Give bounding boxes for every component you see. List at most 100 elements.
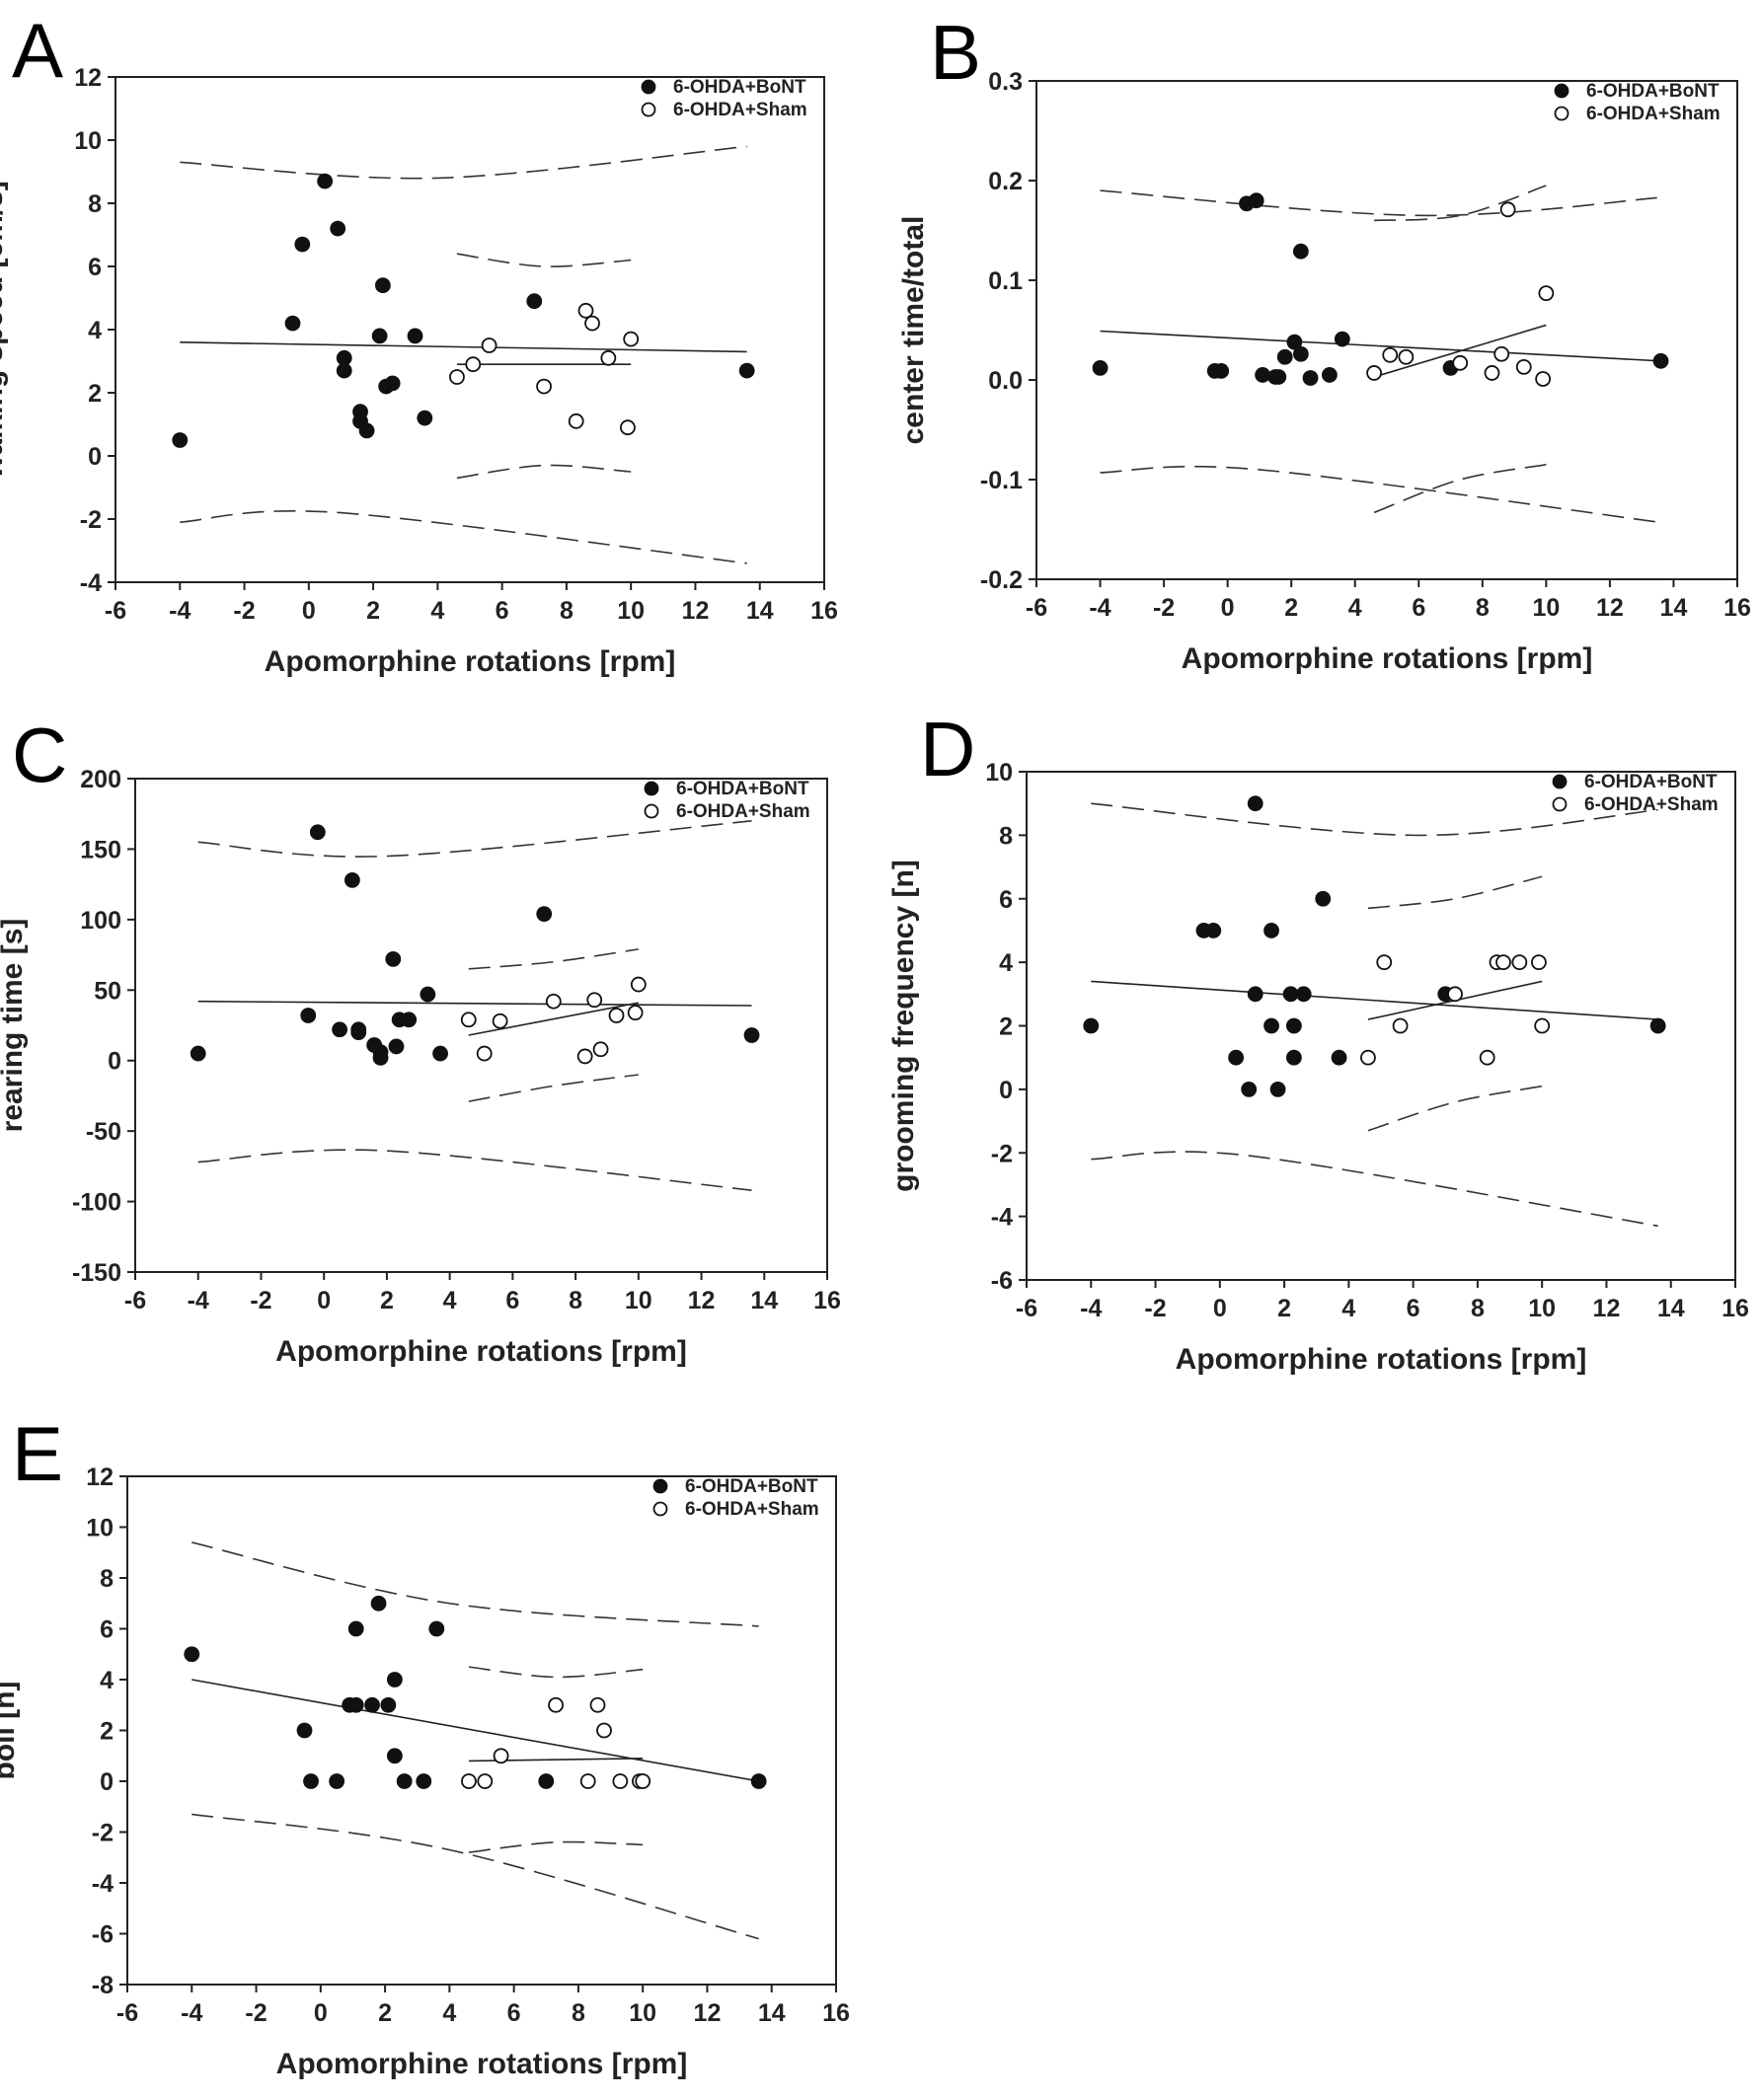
legend-marker-bont — [641, 79, 656, 95]
data-point-bont — [374, 277, 391, 294]
x-tick-label: -2 — [233, 597, 255, 625]
data-point-bont — [1285, 1017, 1302, 1034]
data-point-sham — [492, 1012, 508, 1029]
x-tick-label: 12 — [1596, 594, 1624, 622]
confidence-band-upper — [468, 1666, 644, 1679]
data-point-sham — [579, 1773, 596, 1789]
data-point-sham — [1392, 1017, 1409, 1034]
data-point-bont — [384, 375, 401, 392]
data-point-bont — [386, 1672, 403, 1688]
series-bont — [184, 1541, 767, 1940]
confidence-band-upper — [1091, 802, 1658, 837]
x-tick-label: 14 — [758, 1999, 786, 2027]
confidence-band-lower — [1367, 1085, 1543, 1132]
y-tick-label: 12 — [74, 64, 102, 92]
y-axis-label: grooming frequency [n] — [887, 860, 920, 1192]
x-tick-label: -6 — [105, 597, 126, 625]
legend-marker-sham — [641, 102, 656, 117]
confidence-band-lower — [468, 1074, 639, 1102]
x-tick-label: 12 — [688, 1287, 716, 1314]
series-bont — [190, 820, 760, 1191]
panel-letter: C — [12, 712, 67, 798]
legend-label-sham: 6-OHDA+Sham — [676, 801, 810, 822]
data-point-bont — [370, 1595, 387, 1612]
data-point-bont — [1285, 1049, 1302, 1066]
y-tick-label: 6 — [88, 254, 102, 281]
x-tick-label: 12 — [1593, 1295, 1621, 1322]
data-point-bont — [317, 173, 334, 189]
y-tick-label: 200 — [80, 766, 121, 793]
x-tick-label: 4 — [442, 1999, 456, 2027]
legend-label-bont: 6-OHDA+BoNT — [673, 77, 806, 98]
confidence-band-upper — [456, 253, 632, 267]
confidence-band-lower — [1373, 464, 1547, 514]
y-tick-label: 0.1 — [988, 267, 1023, 295]
data-point-bont — [538, 1773, 555, 1789]
data-point-bont — [329, 1773, 345, 1789]
y-tick-label: 0.0 — [988, 367, 1023, 395]
y-axis-label: boli [n] — [0, 1682, 21, 1780]
data-point-sham — [592, 1041, 609, 1058]
legend-label-sham: 6-OHDA+Sham — [685, 1499, 819, 1520]
data-point-bont — [420, 986, 436, 1003]
x-tick-label: -6 — [1016, 1295, 1037, 1322]
y-tick-label: 2 — [999, 1013, 1013, 1041]
legend-marker-bont — [1554, 83, 1569, 99]
data-point-bont — [336, 349, 352, 366]
x-tick-label: -6 — [1026, 594, 1047, 622]
data-point-sham — [1360, 1049, 1376, 1066]
data-point-bont — [1292, 345, 1309, 362]
data-point-sham — [1515, 358, 1532, 375]
data-point-bont — [1247, 795, 1263, 812]
panel-b: B -6 -4 -2 0 2 4 6 8 10 12 14 16 -0.2 -0.1 0.0 0.1 0.2 0.3… — [897, 9, 1751, 675]
data-point-bont — [1649, 1017, 1666, 1034]
x-tick-label: -4 — [188, 1287, 209, 1314]
panel-letter: A — [12, 7, 63, 94]
data-point-bont — [294, 236, 311, 253]
data-point-sham — [449, 369, 465, 385]
x-tick-label: 12 — [682, 597, 710, 625]
data-point-bont — [1241, 1081, 1258, 1097]
x-tick-label: 2 — [1284, 594, 1298, 622]
x-tick-label: 4 — [1348, 594, 1362, 622]
y-tick-label: 0.2 — [988, 168, 1023, 195]
regression-line — [1091, 980, 1658, 1020]
legend-marker-sham — [652, 1501, 668, 1517]
x-tick-label: 16 — [813, 1287, 841, 1314]
legend-label-bont: 6-OHDA+BoNT — [685, 1476, 818, 1497]
y-tick-label: 0 — [999, 1077, 1013, 1104]
data-point-bont — [371, 328, 388, 344]
confidence-band-lower — [1100, 465, 1661, 524]
data-point-sham — [1376, 954, 1393, 971]
x-tick-label: 0 — [314, 1999, 328, 2027]
y-axis-label: rearing time [s] — [0, 919, 29, 1133]
legend-marker-sham — [644, 803, 659, 819]
legend-marker-bont — [652, 1478, 668, 1494]
data-point-bont — [1263, 1017, 1279, 1034]
data-point-sham — [465, 356, 482, 373]
x-tick-label: -4 — [1080, 1295, 1102, 1322]
regression-line — [191, 1679, 759, 1782]
y-tick-label: 0.3 — [988, 68, 1023, 96]
y-tick-label: 0 — [88, 443, 102, 471]
data-point-bont — [364, 1696, 380, 1713]
x-tick-label: 4 — [430, 597, 444, 625]
data-point-bont — [1213, 363, 1230, 379]
data-point-sham — [627, 1005, 644, 1021]
data-point-bont — [1247, 986, 1263, 1003]
x-tick-label: 6 — [505, 1287, 519, 1314]
x-tick-label: 6 — [507, 1999, 521, 2027]
x-tick-label: -2 — [245, 1999, 267, 2027]
y-tick-label: 8 — [999, 822, 1013, 850]
data-point-bont — [1331, 1049, 1347, 1066]
x-tick-label: -2 — [1144, 1295, 1166, 1322]
x-tick-label: -6 — [124, 1287, 146, 1314]
y-tick-label: 2 — [100, 1718, 114, 1746]
legend-marker-sham — [1554, 106, 1569, 121]
x-tick-label: -6 — [116, 1999, 138, 2027]
data-point-sham — [1382, 346, 1399, 363]
y-tick-label: -4 — [80, 569, 102, 597]
data-point-sham — [1499, 201, 1516, 218]
y-tick-label: 8 — [100, 1565, 114, 1593]
data-point-sham — [1534, 1017, 1551, 1034]
